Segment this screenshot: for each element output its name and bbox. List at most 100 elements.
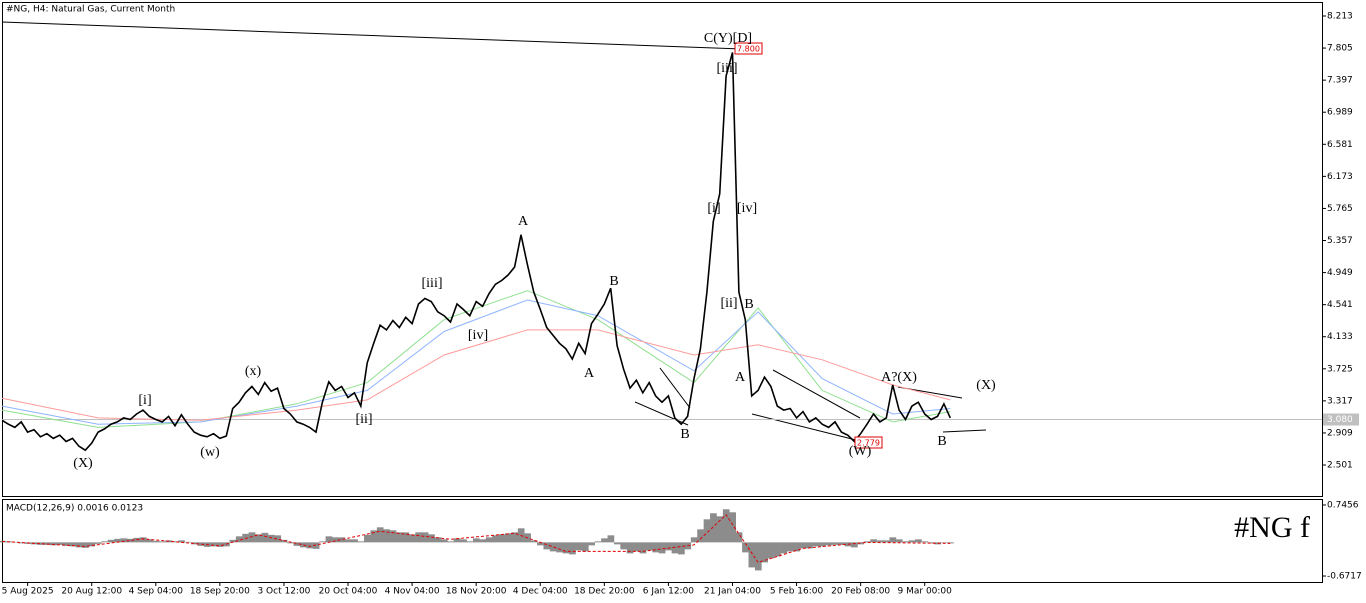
x-tick-label: 20 Aug 12:00 <box>61 587 122 597</box>
y-tick-label: 6.173 <box>1327 172 1353 182</box>
wave-label: (w) <box>200 445 220 460</box>
macd-bar <box>293 542 301 546</box>
macd-bar <box>479 539 487 543</box>
macd-bar <box>114 538 121 543</box>
macd-bar <box>639 542 647 554</box>
macd-bar <box>678 542 685 555</box>
x-tick-label: 4 Dec 04:00 <box>513 587 568 597</box>
y-tick-label: 8.213 <box>1327 11 1353 21</box>
macd-bar <box>18 542 25 544</box>
wave-label: [i] <box>707 201 720 216</box>
macd-bar <box>120 538 128 543</box>
macd-bar <box>408 534 416 543</box>
macd-bar <box>569 542 576 555</box>
trendline <box>659 367 691 409</box>
macd-bar <box>710 513 717 543</box>
macd-bar <box>248 532 256 543</box>
y-tick-label: 4.949 <box>1327 268 1353 278</box>
macd-bar <box>588 542 596 546</box>
macd-bar <box>735 532 743 543</box>
macd-bar <box>94 542 102 544</box>
trendline <box>772 369 861 419</box>
macd-bar <box>460 539 467 543</box>
x-tick-label: 5 Aug 2025 <box>2 587 54 597</box>
wave-label: C(Y)[D] <box>704 31 752 46</box>
main-panel <box>2 2 1323 497</box>
x-tick-label: 9 Mar 00:00 <box>898 587 953 597</box>
macd-bar <box>261 532 269 543</box>
macd-bar <box>729 512 736 543</box>
y-tick-label: 2.501 <box>1327 461 1353 471</box>
wave-label: [iv] <box>468 328 488 343</box>
macd-bar <box>344 539 352 543</box>
macd-bar <box>742 542 749 553</box>
y-tick-label: 0.7456 <box>1327 500 1359 510</box>
macd-bar <box>793 542 801 552</box>
price-label: 7.800 <box>737 45 760 54</box>
macd-bar <box>56 542 64 545</box>
macd-bar <box>415 532 423 543</box>
y-tick-label: 3.725 <box>1327 364 1353 374</box>
macd-bar <box>75 542 83 548</box>
macd-bar <box>857 542 865 545</box>
macd-bar <box>396 532 403 543</box>
macd-bar <box>428 534 435 543</box>
macd-bar <box>505 533 512 543</box>
current-price-box <box>1323 413 1359 426</box>
macd-bar <box>537 542 544 546</box>
x-tick-label: 18 Nov 20:00 <box>446 587 507 597</box>
macd-bar <box>633 542 640 552</box>
wave-label: [iii] <box>422 276 443 291</box>
x-tick-label: 4 Sep 04:00 <box>129 587 184 597</box>
x-tick-label: 18 Dec 20:00 <box>574 587 635 597</box>
macd-bar <box>364 534 371 543</box>
macd-bar <box>902 541 909 543</box>
macd-bar <box>562 542 570 554</box>
wave-label: A?(X) <box>881 370 917 385</box>
macd-bar <box>594 541 602 543</box>
x-tick-label: 3 Oct 12:00 <box>257 587 310 597</box>
macd-bar <box>69 542 76 547</box>
macd-bar <box>665 542 672 551</box>
macd-bar <box>921 541 929 543</box>
macd-bar <box>645 542 653 551</box>
macd-bar <box>197 542 205 546</box>
macd-bar <box>812 542 820 547</box>
wave-label: [iv] <box>737 201 757 216</box>
macd-bar <box>312 542 320 549</box>
wave-label: (X) <box>73 456 93 471</box>
macd-bar <box>818 542 826 547</box>
x-tick-label: 20 Oct 04:00 <box>319 587 378 597</box>
macd-bar <box>780 542 788 554</box>
macd-bar <box>626 542 634 554</box>
macd-bar <box>434 537 442 543</box>
chart-title: #NG, H4: Natural Gas, Current Month <box>6 5 175 15</box>
macd-bar <box>851 542 858 548</box>
trendline <box>1 21 743 50</box>
x-tick-label: 4 Nov 04:00 <box>385 587 440 597</box>
macd-bar <box>146 539 153 543</box>
macd-bar <box>466 541 474 543</box>
y-tick-label: 5.765 <box>1327 204 1353 214</box>
macd-bar <box>447 541 455 543</box>
x-tick-label: 6 Jan 12:00 <box>643 587 695 597</box>
macd-bar <box>216 542 224 547</box>
y-tick-label: 7.805 <box>1327 44 1353 54</box>
x-tick-label: 20 Feb 08:00 <box>831 587 890 597</box>
macd-bar <box>543 542 551 550</box>
macd-bar <box>575 542 583 551</box>
macd-bar <box>722 509 730 543</box>
wave-label: B <box>937 434 946 449</box>
macd-title: MACD(12,26,9) 0.0016 0.0123 <box>6 504 143 514</box>
macd-bar <box>883 540 890 543</box>
macd-bar <box>748 542 756 568</box>
current-price-label: 3.080 <box>1327 415 1353 425</box>
macd-bar <box>319 541 326 543</box>
macd-bar <box>325 536 333 543</box>
macd-bar <box>287 542 294 544</box>
macd-bar <box>107 539 115 543</box>
macd-bar <box>440 539 448 543</box>
wave-label: [ii] <box>720 296 737 311</box>
macd-bar <box>389 530 397 543</box>
